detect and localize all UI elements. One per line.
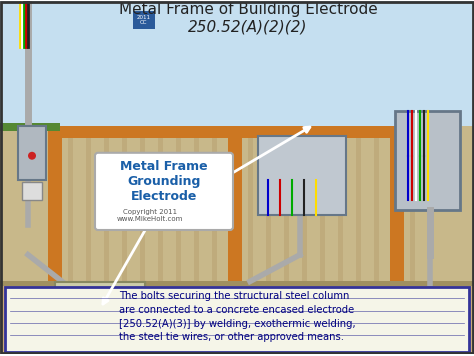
Bar bbox=[0, 282, 474, 287]
Text: Metal Frame
Grounding
Electrode: Metal Frame Grounding Electrode bbox=[120, 160, 208, 203]
Bar bbox=[0, 1, 474, 63]
Bar bbox=[104, 126, 109, 287]
Bar bbox=[230, 126, 235, 287]
Text: 2011
CC: 2011 CC bbox=[137, 15, 151, 25]
Bar bbox=[284, 126, 289, 287]
Bar bbox=[18, 126, 46, 180]
Circle shape bbox=[133, 304, 139, 310]
Bar bbox=[338, 126, 343, 287]
Bar bbox=[0, 1, 474, 126]
Circle shape bbox=[28, 152, 36, 160]
Circle shape bbox=[69, 304, 75, 310]
Bar bbox=[390, 126, 404, 287]
Bar bbox=[5, 287, 469, 352]
Bar bbox=[228, 126, 242, 287]
Bar bbox=[55, 282, 145, 332]
Bar bbox=[0, 126, 474, 287]
Bar bbox=[356, 126, 361, 287]
Bar bbox=[266, 126, 271, 287]
Circle shape bbox=[117, 304, 123, 310]
Bar bbox=[395, 111, 460, 210]
FancyBboxPatch shape bbox=[95, 153, 233, 230]
Bar bbox=[140, 126, 145, 287]
Bar bbox=[68, 126, 73, 287]
Text: Metal Frame of Building Electrode: Metal Frame of Building Electrode bbox=[118, 2, 377, 17]
Bar bbox=[48, 126, 62, 287]
Bar bbox=[122, 126, 127, 287]
Bar bbox=[302, 126, 307, 287]
Bar bbox=[50, 126, 55, 287]
Bar bbox=[410, 126, 415, 287]
Bar bbox=[374, 126, 379, 287]
Bar bbox=[258, 136, 346, 215]
Text: The bolts securing the structural steel column
are connected to a concrete encas: The bolts securing the structural steel … bbox=[118, 291, 356, 342]
Bar bbox=[212, 126, 217, 287]
Bar bbox=[0, 123, 60, 131]
Bar bbox=[22, 183, 42, 200]
Bar bbox=[55, 282, 145, 332]
Circle shape bbox=[101, 304, 107, 310]
Bar bbox=[194, 126, 199, 287]
Bar bbox=[133, 11, 155, 29]
Circle shape bbox=[85, 304, 91, 310]
Bar bbox=[158, 126, 163, 287]
Text: Copyright 2011
www.MikeHolt.com: Copyright 2011 www.MikeHolt.com bbox=[117, 209, 183, 222]
Bar bbox=[48, 126, 404, 138]
Bar bbox=[248, 126, 253, 287]
Bar bbox=[320, 126, 325, 287]
Bar bbox=[392, 126, 397, 287]
Bar bbox=[86, 126, 91, 287]
Bar bbox=[0, 287, 474, 354]
Bar bbox=[176, 126, 181, 287]
Text: 250.52(A)(2)(2): 250.52(A)(2)(2) bbox=[188, 20, 308, 35]
